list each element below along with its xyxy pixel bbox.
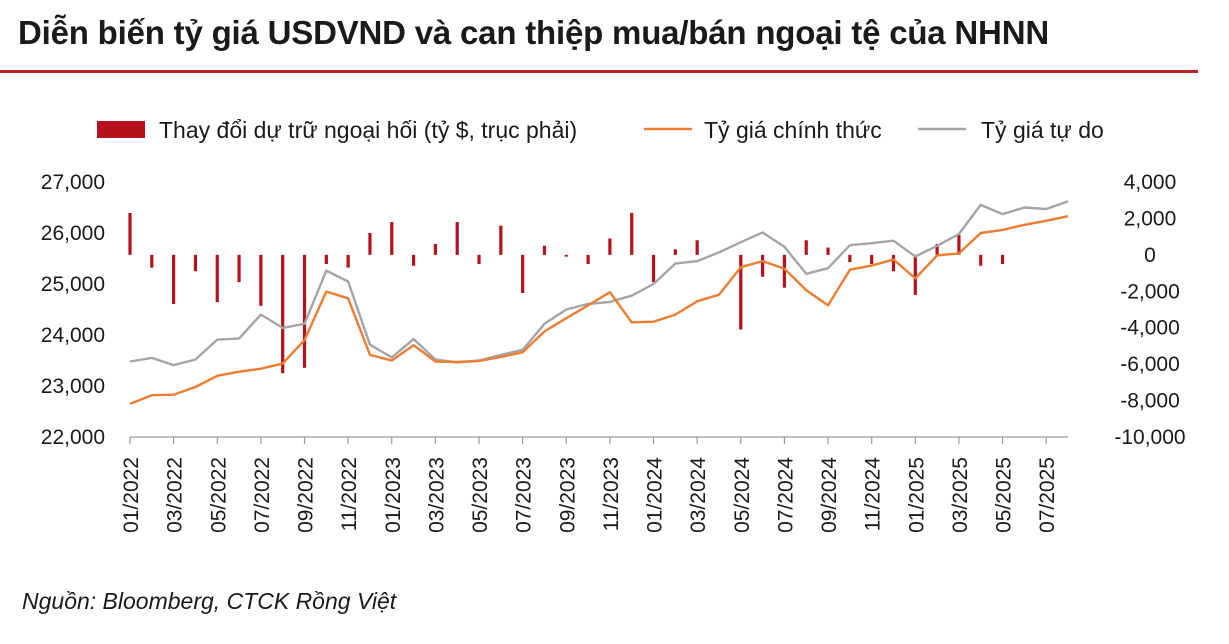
reserve-change-bar xyxy=(913,254,917,295)
y-left-tick-label: 22,000 xyxy=(41,426,105,449)
reserve-change-bar xyxy=(150,254,154,268)
chart-title: Diễn biến tỷ giá USDVND và can thiệp mua… xyxy=(18,14,1049,51)
reserve-change-bar xyxy=(193,254,198,272)
reserve-change-bar xyxy=(891,254,896,272)
x-tick-label: 05/2024 xyxy=(731,457,754,533)
x-tick-label: 09/2024 xyxy=(818,457,841,533)
x-tick-label: 03/2025 xyxy=(949,457,972,533)
reserve-change-bar xyxy=(1000,254,1005,264)
legend-label-free: Tỷ giá tự do xyxy=(981,117,1104,143)
reserve-change-bar xyxy=(870,254,874,264)
reserve-change-bar xyxy=(433,243,437,255)
y-right-tick-label: 0 xyxy=(1144,244,1156,267)
y-right-tick-label: -10,000 xyxy=(1114,426,1185,449)
x-tick-label: 01/2022 xyxy=(120,457,143,533)
y-right-tick-label: -8,000 xyxy=(1120,390,1180,413)
x-tick-label: 07/2023 xyxy=(513,457,536,533)
y-right-tick-label: -2,000 xyxy=(1120,280,1180,303)
reserve-change-bar xyxy=(935,243,939,255)
legend: Thay đổi dự trữ ngoại hối (tỷ $, trục ph… xyxy=(97,117,1104,143)
x-tick-label: 01/2024 xyxy=(644,457,667,533)
y-right-tick-label: -4,000 xyxy=(1120,317,1180,340)
x-tick-label: 11/2023 xyxy=(600,457,623,531)
y-left-tick-label: 27,000 xyxy=(41,171,105,194)
reserve-change-bar xyxy=(651,254,656,283)
reserve-change-bar xyxy=(739,254,743,330)
x-tick-label: 05/2023 xyxy=(469,457,492,533)
reserve-change-bar xyxy=(281,254,285,374)
title-divider xyxy=(0,70,1198,73)
reserve-change-bar xyxy=(979,254,983,266)
reserve-change-bar xyxy=(826,247,830,255)
official-rate-line xyxy=(129,215,1069,406)
x-tick-label: 05/2025 xyxy=(993,457,1016,533)
reserve-change-bar xyxy=(782,254,787,288)
x-tick-label: 03/2024 xyxy=(687,457,710,533)
y-left-tick-label: 24,000 xyxy=(41,324,105,347)
x-tick-label: 05/2022 xyxy=(207,457,230,533)
x-tick-label: 09/2023 xyxy=(556,457,579,533)
reserve-change-bar xyxy=(564,254,568,257)
x-tick-label: 07/2022 xyxy=(251,457,274,533)
y-right-tick-label: 2,000 xyxy=(1124,207,1177,230)
free-rate-line xyxy=(129,200,1069,367)
reserve-change-bar xyxy=(324,254,328,264)
x-tick-label: 09/2022 xyxy=(295,457,318,533)
reserve-change-bar xyxy=(302,254,307,368)
y-right-tick-label: 4,000 xyxy=(1124,171,1177,194)
axes: 01/2022 03/2022 05/2022 07/2022 09/2022 11/20… xyxy=(41,171,1186,533)
reserve-change-bar xyxy=(411,254,416,266)
reserve-change-bar xyxy=(630,212,634,255)
reserve-change-bar xyxy=(390,222,394,255)
x-tick-label: 11/2024 xyxy=(862,457,885,532)
reserve-change-bar xyxy=(368,233,372,255)
reserve-change-bar xyxy=(346,254,350,268)
reserve-change-bar xyxy=(259,254,263,306)
x-tick-label: 01/2023 xyxy=(382,457,405,533)
reserve-change-bar xyxy=(237,254,241,283)
y-left-tick-label: 25,000 xyxy=(41,273,105,296)
x-tick-label: 03/2023 xyxy=(425,457,448,533)
reserve-change-bar xyxy=(608,238,612,255)
reserve-change-bar xyxy=(477,254,481,264)
reserve-change-bar xyxy=(761,254,765,277)
legend-label-bars: Thay đổi dự trữ ngoại hối (tỷ $, trục ph… xyxy=(159,117,577,143)
legend-swatch-bars xyxy=(97,121,145,138)
x-tick-label: 01/2025 xyxy=(905,457,928,533)
source-note: Nguồn: Bloomberg, CTCK Rồng Việt xyxy=(22,588,397,614)
y-left-tick-label: 23,000 xyxy=(41,375,105,398)
reserve-change-bar xyxy=(673,249,677,255)
x-tick-label: 07/2025 xyxy=(1036,457,1059,533)
x-tick-label: 11/2022 xyxy=(338,457,361,531)
reserve-change-bar xyxy=(521,254,525,294)
y-right-tick-label: -6,000 xyxy=(1120,353,1180,376)
reserve-change-bar xyxy=(455,222,459,255)
y-left-tick-label: 26,000 xyxy=(41,222,105,245)
x-tick-label: 03/2022 xyxy=(164,457,187,533)
legend-label-official: Tỷ giá chính thức xyxy=(704,117,882,143)
reserve-change-bar xyxy=(804,240,808,255)
reserve-change-bar xyxy=(215,254,219,303)
reserve-change-bar xyxy=(848,254,852,263)
reserve-change-bar xyxy=(499,225,503,255)
reserve-change-bar xyxy=(172,254,176,305)
reserve-change-bars xyxy=(128,212,1005,374)
reserve-change-bar xyxy=(128,212,132,255)
exchange-rate-lines xyxy=(129,200,1069,406)
reserve-change-bar xyxy=(542,245,547,255)
reserve-change-bar xyxy=(586,254,590,264)
x-tick-label: 07/2024 xyxy=(774,457,797,533)
reserve-change-bar xyxy=(957,234,961,255)
reserve-change-bar xyxy=(695,240,699,255)
